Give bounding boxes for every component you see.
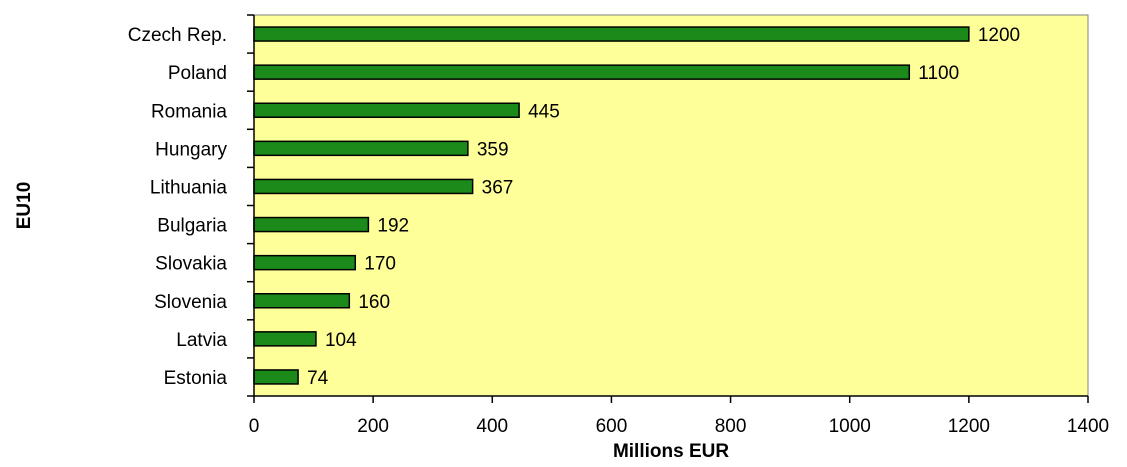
bar-hungary <box>253 140 469 157</box>
bar-poland <box>253 64 911 80</box>
bars-group <box>253 26 970 385</box>
data-label: 367 <box>482 177 514 198</box>
category-label: Bulgaria <box>157 216 227 237</box>
data-label: 1200 <box>978 25 1020 46</box>
data-label: 359 <box>477 139 509 160</box>
category-label: Czech Rep. <box>128 25 227 46</box>
category-label: Lithuania <box>150 177 228 198</box>
data-label: 445 <box>528 101 560 122</box>
bar-czech-rep <box>253 26 970 42</box>
x-tick-label: 200 <box>357 416 389 437</box>
bar-romania <box>253 102 520 118</box>
x-axis-title: Millions EUR <box>613 441 729 462</box>
data-label: 160 <box>358 292 390 313</box>
x-axis-ticks: 0 200 400 600 800 1000 1200 1400 <box>249 396 1109 437</box>
data-label: 104 <box>325 330 357 351</box>
bar-bulgaria <box>253 216 370 233</box>
bar-lithuania <box>253 178 474 195</box>
category-labels: Czech Rep. Poland Romania Hungary Lithuania B… <box>128 25 228 389</box>
x-tick-label: 1200 <box>948 416 990 437</box>
category-label: Estonia <box>164 368 228 389</box>
data-label: 1100 <box>918 63 959 84</box>
data-label: 74 <box>307 368 329 389</box>
data-label: 170 <box>364 254 396 275</box>
data-label: 192 <box>377 216 409 237</box>
category-label: Slovenia <box>154 292 227 313</box>
x-tick-label: 800 <box>715 416 747 437</box>
y-axis-ticks <box>247 14 254 397</box>
bar-latvia <box>253 331 317 347</box>
category-label: Slovakia <box>155 254 227 275</box>
x-tick-label: 1000 <box>829 416 871 437</box>
bar-slovenia <box>253 293 351 309</box>
category-label: Latvia <box>176 330 227 351</box>
category-label: Romania <box>151 101 227 122</box>
x-tick-label: 400 <box>476 416 508 437</box>
x-tick-label: 1400 <box>1067 416 1109 437</box>
bar-estonia <box>253 369 299 385</box>
category-label: Hungary <box>155 139 227 160</box>
x-tick-label: 0 <box>249 416 260 437</box>
y-axis-title: EU10 <box>14 182 35 230</box>
bar-slovakia <box>253 254 357 271</box>
x-tick-label: 600 <box>596 416 628 437</box>
category-label: Poland <box>168 63 227 84</box>
